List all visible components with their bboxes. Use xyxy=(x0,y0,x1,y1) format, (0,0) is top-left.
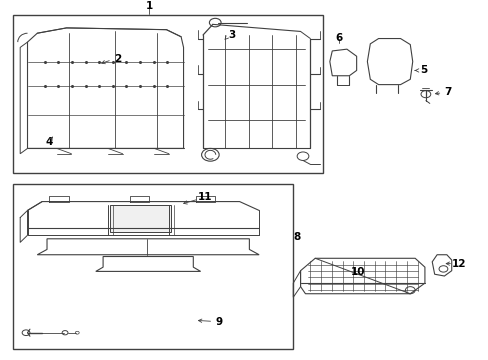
Text: 6: 6 xyxy=(334,33,342,43)
Text: 1: 1 xyxy=(145,1,153,11)
Text: 3: 3 xyxy=(228,30,235,40)
Text: 7: 7 xyxy=(444,87,451,97)
Text: 9: 9 xyxy=(215,317,222,327)
Bar xyxy=(13,15,322,173)
Bar xyxy=(13,184,293,349)
Polygon shape xyxy=(110,205,171,232)
Text: 2: 2 xyxy=(114,54,121,64)
Text: 10: 10 xyxy=(350,267,364,278)
Text: 8: 8 xyxy=(293,232,300,242)
Text: 11: 11 xyxy=(198,192,212,202)
Text: 12: 12 xyxy=(451,258,466,269)
Text: 5: 5 xyxy=(419,66,426,76)
Text: 4: 4 xyxy=(46,138,53,147)
